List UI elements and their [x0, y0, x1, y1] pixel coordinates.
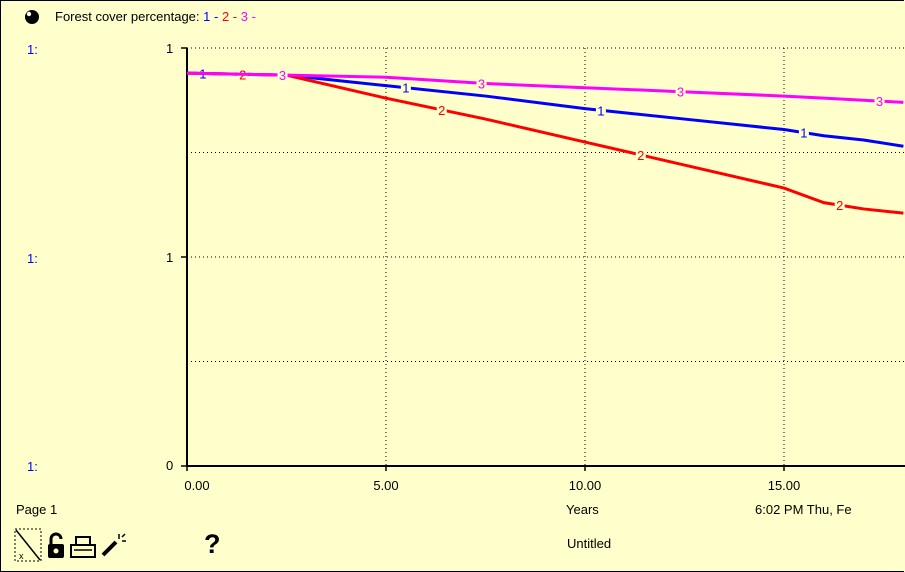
legend-item-2: 2 -: [221, 9, 241, 24]
y-tick-label-bottom: 0: [166, 458, 174, 473]
series-marker-bg-1: [400, 80, 411, 94]
y-scale-label-mid: 1:: [27, 251, 38, 266]
series-marker-bg-2: [834, 198, 845, 212]
series-marker-3: 3: [876, 94, 883, 109]
series-marker-bg-3: [675, 84, 686, 98]
printer-icon[interactable]: [70, 536, 96, 560]
series-marker-2: 2: [438, 103, 445, 118]
series-marker-bg-1: [798, 125, 809, 139]
timestamp: 6:02 PM Thu, Fe: [755, 502, 852, 517]
legend-title: Forest cover percentage:: [55, 9, 204, 24]
y-tick-label-top: 1: [166, 41, 174, 56]
resize-icon[interactable]: x: [14, 528, 42, 562]
magic-wand-icon[interactable]: [100, 532, 126, 558]
series-marker-bg-2: [635, 147, 646, 161]
series-marker-3: 3: [478, 76, 485, 91]
series-marker-1: 1: [402, 81, 409, 96]
legend: Forest cover percentage: 1 - 2 - 3 -: [55, 9, 256, 24]
series-line-1: [186, 71, 904, 148]
lock-icon[interactable]: [46, 532, 66, 560]
model-name: Untitled: [567, 536, 612, 551]
series-marker-2: 2: [637, 148, 644, 163]
series-line-2: [186, 71, 904, 215]
x-tick-label: 0.00: [184, 478, 209, 493]
x-tick-label: 15.00: [768, 478, 801, 493]
x-tick-label: 10.00: [569, 478, 602, 493]
page-label[interactable]: Page 1: [16, 502, 58, 517]
y-tick-label-mid: 1: [166, 250, 174, 265]
series-marker-1: 1: [597, 103, 604, 118]
series-marker-bg-3: [874, 94, 885, 108]
legend-item-1: 1 -: [203, 9, 222, 24]
series-marker-bg-2: [436, 102, 447, 116]
toolbar: x ?: [14, 528, 234, 564]
series-marker-bg-3: [277, 68, 288, 82]
series-line-3: [186, 71, 904, 104]
series-marker-bg-3: [476, 76, 487, 90]
question-mark-icon[interactable]: ?: [204, 529, 221, 559]
svg-text:x: x: [19, 551, 24, 561]
y-scale-label-bottom: 1:: [27, 459, 38, 474]
legend-item-3: 3 -: [240, 9, 256, 24]
legend-items: 1 - 2 - 3 -: [203, 9, 256, 24]
series-marker-bg-1: [595, 103, 606, 117]
x-axis-label: Years: [566, 502, 599, 517]
series-marker-3: 3: [279, 68, 286, 83]
series-marker-1: 1: [800, 126, 807, 141]
y-scale-label-top: 1:: [27, 42, 38, 57]
series-marker-3: 3: [677, 85, 684, 100]
series-marker-2: 2: [836, 198, 843, 213]
x-tick-label: 5.00: [373, 478, 398, 493]
ball-icon[interactable]: [23, 8, 41, 26]
